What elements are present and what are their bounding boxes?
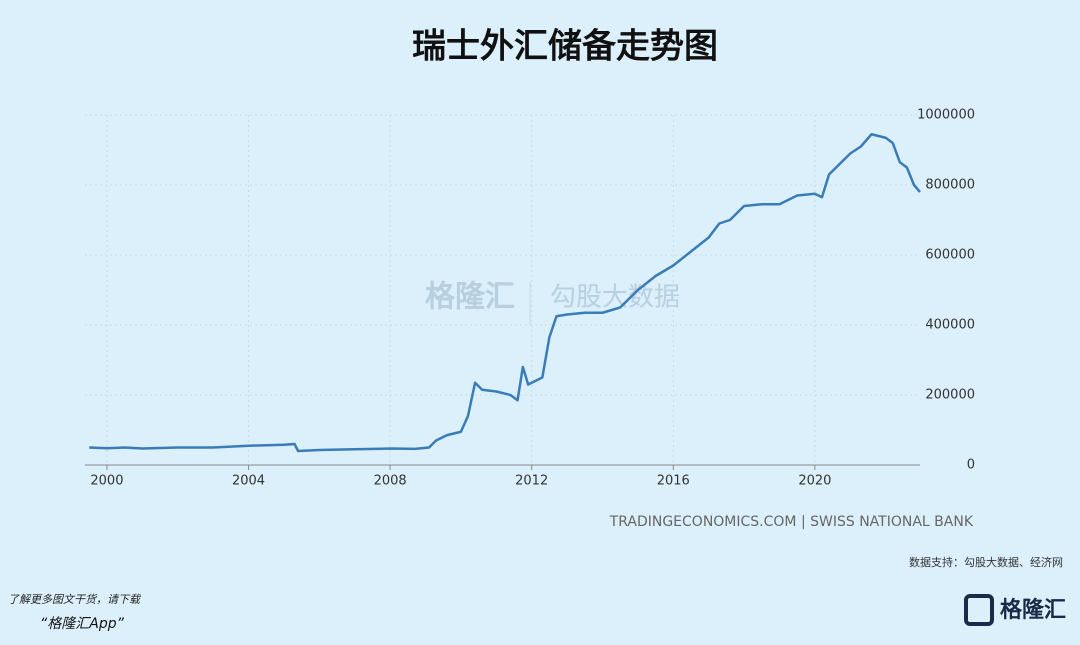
logo: 格隆汇	[1000, 597, 1066, 623]
footer-text: 了解更多图文干货，请下载	[8, 593, 142, 606]
chart-title: 瑞士外汇储备走势图	[412, 27, 718, 67]
y-tick-label: 400000	[925, 318, 975, 333]
data-support: 数据支持：勾股大数据、经济网	[909, 555, 1063, 569]
y-tick-label: 200000	[925, 388, 975, 403]
y-tick-label: 600000	[925, 248, 975, 263]
watermark: 格隆汇	[425, 280, 515, 315]
y-tick-label: 800000	[925, 178, 975, 193]
x-tick-label: 2000	[90, 474, 123, 489]
footer-text: “格隆汇App”	[40, 616, 125, 632]
data-line	[89, 133, 921, 453]
x-tick-label: 2004	[232, 474, 265, 489]
y-tick-label: 0	[967, 458, 975, 473]
x-tick-label: 2012	[515, 474, 548, 489]
logo-icon	[964, 594, 994, 626]
x-tick-label: 2008	[374, 474, 407, 489]
x-tick-label: 2020	[798, 474, 831, 489]
x-tick-label: 2016	[657, 474, 690, 489]
source: TRADINGECONOMICS.COM | SWISS NATIONAL BA…	[609, 514, 974, 530]
watermark: 勾股大数据	[550, 283, 680, 313]
y-tick-label: 1000000	[917, 108, 975, 123]
